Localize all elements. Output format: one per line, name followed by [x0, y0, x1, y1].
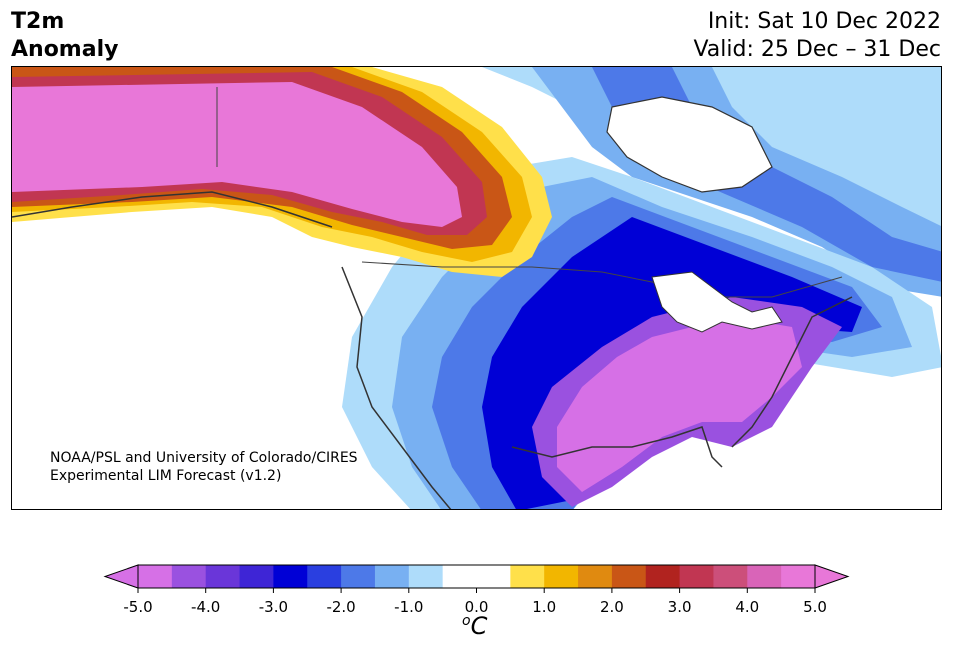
coastline-gulf	[511, 426, 723, 468]
colorbar-right-arrow	[814, 564, 850, 589]
colorbar-bins	[103, 564, 850, 589]
colorbar-bin	[138, 565, 173, 588]
colorbar-bin	[408, 565, 444, 588]
colorbar-tick-label: 4.0	[735, 598, 759, 616]
credit-text: NOAA/PSL and University of Colorado/CIRE…	[50, 449, 358, 485]
colorbar-bin	[611, 565, 647, 588]
colorbar-bin	[273, 565, 308, 588]
credit-line-2: Experimental LIM Forecast (v1.2)	[50, 468, 282, 484]
colorbar-bin	[171, 565, 207, 588]
credit-line-1: NOAA/PSL and University of Colorado/CIRE…	[50, 450, 358, 466]
init-date: Init: Sat 10 Dec 2022	[707, 9, 941, 34]
border-us-canada	[361, 261, 843, 298]
title-line-2: Anomaly	[11, 37, 119, 62]
map-title: T2m Anomaly	[11, 8, 118, 64]
colorbar-tick-label: 5.0	[803, 598, 827, 616]
coastline-east	[731, 296, 853, 448]
colorbar-tick-label: -4.0	[191, 598, 220, 616]
colorbar-tick-label: -5.0	[123, 598, 152, 616]
coastline-west	[341, 266, 452, 509]
anomaly-map: NOAA/PSL and University of Colorado/CIRE…	[11, 66, 942, 510]
colorbar-bin	[510, 565, 545, 588]
colorbar-tick-label: -3.0	[259, 598, 288, 616]
colorbar-bin	[307, 565, 342, 588]
colorbar-bin	[645, 565, 681, 588]
colorbar-ticks: -5.0 -4.0 -3.0 -2.0 -1.0 0.0 1.0 2.0 3.0 4.0 5.0	[123, 588, 827, 616]
colorbar-left-arrow	[103, 564, 139, 589]
colorbar-bin	[544, 565, 579, 588]
colorbar-tick-label: 2.0	[600, 598, 624, 616]
great-lakes	[651, 271, 783, 333]
colorbar-bin	[679, 565, 714, 588]
colorbar-bin	[341, 565, 376, 588]
colorbar-bin	[442, 565, 477, 588]
map-canvas	[12, 67, 941, 509]
colorbar-tick-label: -1.0	[394, 598, 423, 616]
forecast-dates: Init: Sat 10 Dec 2022 Valid: 25 Dec – 31…	[693, 8, 941, 64]
hudson-bay	[606, 96, 773, 193]
colorbar-tick-label: 0.0	[465, 598, 489, 616]
title-line-1: T2m	[11, 9, 65, 34]
colorbar-bin	[205, 565, 241, 588]
colorbar-bin	[476, 565, 511, 588]
colorbar-tick-label: -2.0	[326, 598, 355, 616]
region-alaska-pink	[12, 82, 462, 227]
valid-range: Valid: 25 Dec – 31 Dec	[693, 37, 941, 62]
colorbar-bin	[747, 565, 782, 588]
colorbar-bin	[713, 565, 748, 588]
colorbar-tick-label: 3.0	[668, 598, 692, 616]
unit-letter: C	[470, 612, 488, 640]
coastline-alaska	[12, 191, 333, 228]
colorbar-bin	[578, 565, 613, 588]
colorbar-tick-label: 1.0	[532, 598, 556, 616]
unit-degree: o	[462, 613, 471, 629]
colorbar-unit: oC	[462, 612, 487, 640]
colorbar-bin	[374, 565, 410, 588]
colorbar-bin	[239, 565, 274, 588]
colorbar-bin	[781, 565, 816, 588]
region-south-magenta	[557, 317, 802, 492]
